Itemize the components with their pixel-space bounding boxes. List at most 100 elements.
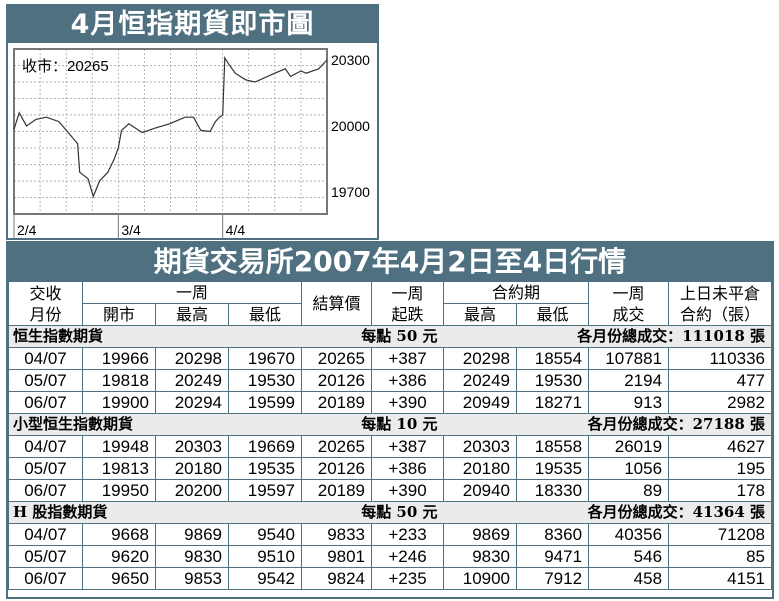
section-row: H 股指數期貨 每點 50 元各月份總成交：41364 張	[7, 501, 772, 524]
table-cell: 9471	[516, 545, 590, 568]
table-cell: 9830	[443, 545, 518, 568]
table-row: 05/07 19818 20249 19530 20126 +386 20249 19530 2…	[8, 369, 772, 392]
section-name: 恒生指數期貨	[7, 325, 302, 348]
table-cell: 4151	[668, 567, 772, 590]
table-cell: 20303	[443, 435, 518, 458]
header-open: 開市	[82, 303, 156, 326]
table-row: 06/07 19950 20200 19597 20189 +390 20940 18330 8…	[8, 479, 772, 502]
table-cell: 20189	[301, 391, 373, 414]
section-per-point: 每點 50 元	[301, 325, 444, 348]
table-row: 06/07 9650 9853 9542 9824 +235 10900 7912 458 415…	[8, 567, 772, 590]
section-name: H 股指數期貨	[7, 501, 302, 524]
table-cell: 10900	[443, 567, 518, 590]
table-row: 05/07 19813 20180 19535 20126 +386 20180 19535 1…	[8, 457, 772, 480]
x-tick-label: 2/4	[17, 222, 37, 238]
table-cell: 06/07	[8, 567, 83, 590]
table-cell: 9853	[155, 567, 229, 590]
header-contract-high: 最高	[443, 303, 518, 326]
table-cell: 20126	[301, 457, 373, 480]
section-name: 小型恒生指數期貨	[7, 413, 302, 436]
table-row: 05/07 9620 9830 9510 9801 +246 9830 9471 546 85	[8, 545, 772, 568]
header-oi-cell: 上日未平倉合約（張）	[668, 281, 772, 326]
table-cell: 9620	[82, 545, 156, 568]
header-settle: 結算價	[301, 281, 373, 326]
header-change: 一周起跌	[391, 283, 424, 324]
table-cell: +387	[371, 435, 445, 458]
table-cell: 05/07	[8, 369, 83, 392]
header-change-cell: 一周起跌	[371, 281, 445, 326]
table-cell: 06/07	[8, 391, 83, 414]
y-tick-label: 20300	[331, 52, 370, 68]
table-cell: 19530	[516, 369, 590, 392]
section-per-point: 每點 10 元	[301, 413, 444, 436]
table-cell: 18330	[516, 479, 590, 502]
section-total: 各月份總成交：27188 張	[443, 413, 772, 436]
table-cell: +233	[371, 523, 445, 546]
table-cell: 19950	[82, 479, 156, 502]
header-volume: 一周成交	[612, 283, 645, 324]
table-row: 04/07 9668 9869 9540 9833 +233 9869 8360 40356 71…	[8, 523, 772, 546]
table-cell: +390	[371, 391, 445, 414]
header-contract-low: 最低	[516, 303, 590, 326]
y-tick-label: 20000	[331, 118, 370, 134]
header-month-cell: 交收月份	[8, 281, 83, 326]
table-cell: 9540	[227, 523, 303, 546]
header-month: 交收月份	[29, 283, 62, 324]
table-cell: 9650	[82, 567, 156, 590]
table-cell: 110336	[668, 347, 772, 370]
table-cell: 9869	[443, 523, 518, 546]
x-tick-label: 3/4	[121, 222, 141, 238]
table-panel: 期貨交易所2007年4月2日至4日行情 交收月份 一周 結算價 一周起跌 合約期…	[6, 241, 774, 599]
table-cell: 20200	[155, 479, 229, 502]
table-cell: 8360	[516, 523, 590, 546]
table-row: 06/07 19900 20294 19599 20189 +390 20949 18271 9…	[8, 391, 772, 414]
table-cell: 19670	[227, 347, 303, 370]
table-cell: 05/07	[8, 457, 83, 480]
price-line	[13, 55, 328, 199]
table-cell: +246	[371, 545, 445, 568]
table-cell: 85	[668, 545, 772, 568]
table-cell: 9869	[155, 523, 229, 546]
table-cell: 1056	[588, 457, 670, 480]
table-cell: 19818	[82, 369, 156, 392]
table-cell: 19966	[82, 347, 156, 370]
table-cell: 20265	[301, 347, 373, 370]
chart-title: 4月恒指期貨即市圖	[8, 6, 377, 43]
table-cell: 89	[588, 479, 670, 502]
table-row: 04/07 19948 20303 19669 20265 +387 20303 18558 2…	[8, 435, 772, 458]
section-row: 恒生指數期貨 每點 50 元各月份總成交：111018 張	[7, 325, 772, 348]
table-cell: 477	[668, 369, 772, 392]
table-cell: 9824	[301, 567, 373, 590]
table-cell: 26019	[588, 435, 670, 458]
table-cell: 20126	[301, 369, 373, 392]
table-cell: +387	[371, 347, 445, 370]
header-high: 最高	[155, 303, 229, 326]
table-cell: 19597	[227, 479, 303, 502]
x-tick-label: 4/4	[226, 222, 246, 238]
table-cell: +390	[371, 479, 445, 502]
table-cell: 20249	[155, 369, 229, 392]
table-cell: 71208	[668, 523, 772, 546]
table-cell: 9830	[155, 545, 229, 568]
header-oi: 上日未平倉合約（張）	[680, 283, 761, 324]
table-cell: 19900	[82, 391, 156, 414]
table-cell: 18554	[516, 347, 590, 370]
table-title: 期貨交易所2007年4月2日至4日行情	[8, 243, 772, 281]
table-cell: 19535	[227, 457, 303, 480]
table-cell: 40356	[588, 523, 670, 546]
section-row: 小型恒生指數期貨 每點 10 元各月份總成交：27188 張	[7, 413, 772, 436]
table-cell: 546	[588, 545, 670, 568]
table-cell: 19599	[227, 391, 303, 414]
table-cell: 19669	[227, 435, 303, 458]
table-cell: 06/07	[8, 479, 83, 502]
table-cell: 9542	[227, 567, 303, 590]
table-cell: 18271	[516, 391, 590, 414]
table-cell: 20249	[443, 369, 518, 392]
table-cell: +386	[371, 457, 445, 480]
header-week: 一周	[81, 281, 303, 304]
table-cell: 20265	[301, 435, 373, 458]
table-cell: 178	[668, 479, 772, 502]
table-cell: 2982	[668, 391, 772, 414]
futures-table: 交收月份 一周 結算價 一周起跌 合約期 一周成交 上日未平倉合約（張） 開市 …	[7, 281, 772, 590]
section-total: 各月份總成交：41364 張	[443, 501, 772, 524]
